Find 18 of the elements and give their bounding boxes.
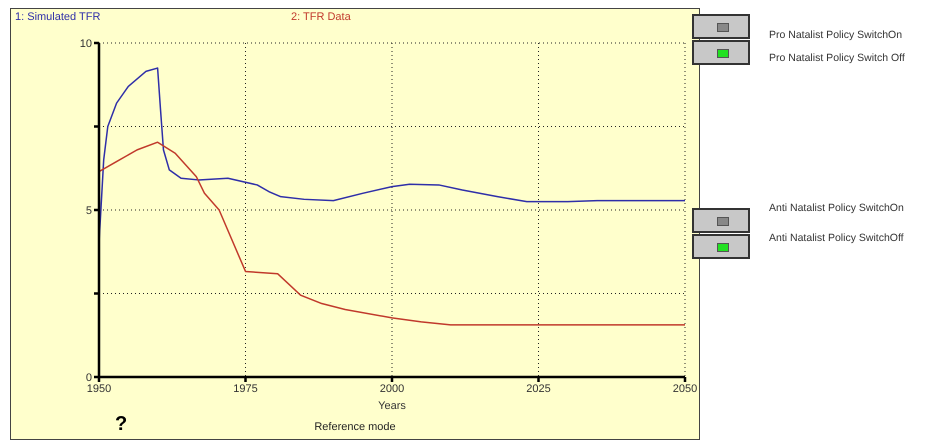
text: Anti Natalist Policy SwitchOff — [769, 232, 904, 244]
y-tick-label: 0 — [86, 372, 92, 384]
y-tick-label: 10 — [80, 38, 92, 50]
x-tick-label: 2000 — [380, 382, 404, 395]
text: Anti Natalist Policy SwitchOn — [769, 202, 904, 214]
x-tick-label: 2025 — [526, 382, 551, 395]
text: 2: TFR Data — [291, 11, 351, 23]
x-axis-title: Years — [378, 400, 406, 412]
text: Pro Natalist Policy Switch Off — [769, 52, 905, 64]
text: 1: Simulated TFR — [15, 11, 100, 23]
line-series — [99, 141, 685, 326]
text: Reference mode — [314, 421, 396, 433]
x-tick-label: 1950 — [86, 382, 112, 395]
y-tick-label: 5 — [86, 205, 92, 217]
x-tick-label: 2050 — [672, 382, 698, 395]
text: ? — [115, 413, 128, 435]
text: Pro Natalist Policy SwitchOn — [769, 29, 902, 41]
x-tick-label: 1975 — [233, 382, 258, 395]
